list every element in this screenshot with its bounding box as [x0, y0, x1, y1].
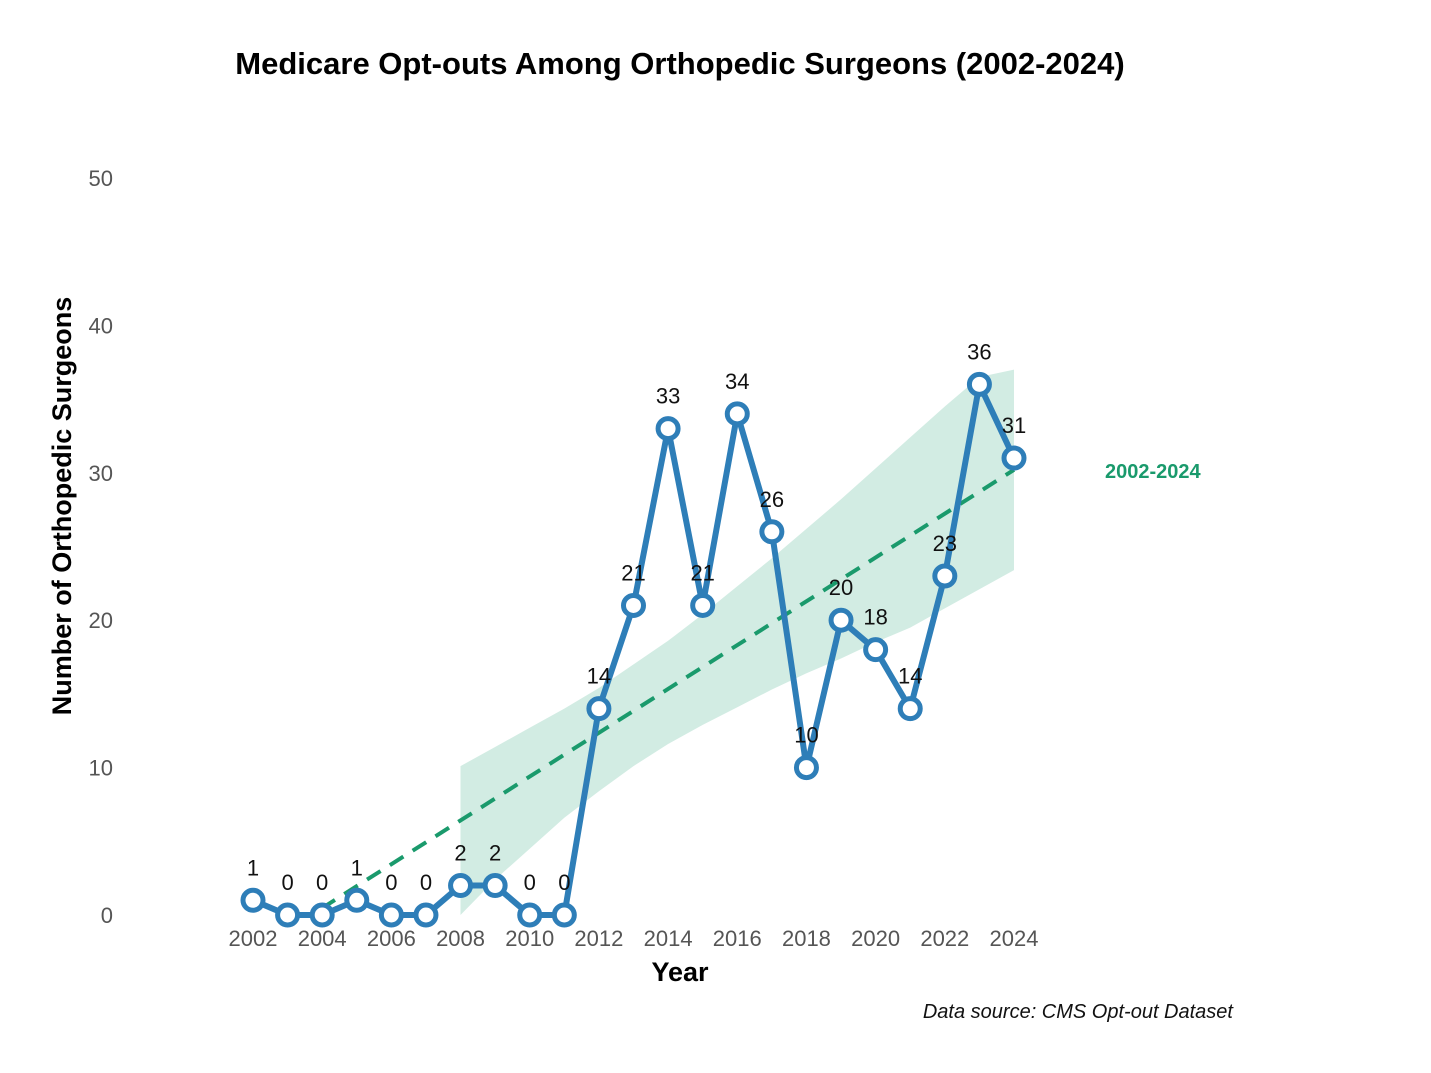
- data-label: 23: [933, 531, 957, 556]
- data-point: [240, 887, 266, 913]
- x-tick-label: 2012: [574, 926, 623, 951]
- x-axis-title: Year: [651, 957, 709, 987]
- x-tick-label: 2020: [851, 926, 900, 951]
- data-point: [966, 371, 992, 397]
- confidence-band-layer: [460, 369, 1014, 915]
- y-tick-label: 0: [101, 903, 113, 928]
- confidence-band: [460, 369, 1014, 915]
- trend-line: [307, 468, 1016, 915]
- data-point: [344, 887, 370, 913]
- data-point: [724, 401, 750, 427]
- data-label: 36: [967, 339, 991, 364]
- data-point: [1001, 445, 1027, 471]
- data-label: 2: [489, 841, 501, 866]
- data-label: 1: [351, 855, 363, 880]
- data-label: 10: [794, 723, 818, 748]
- data-label: 0: [385, 870, 397, 895]
- data-label: 2: [454, 841, 466, 866]
- data-point: [448, 873, 474, 899]
- data-point: [482, 873, 508, 899]
- data-point: [413, 902, 439, 928]
- data-point: [828, 607, 854, 633]
- y-axis-title: Number of Orthopedic Surgeons: [47, 297, 77, 716]
- data-label: 20: [829, 575, 853, 600]
- data-source-caption: Data source: CMS Opt-out Dataset: [923, 1001, 1235, 1023]
- data-point: [932, 563, 958, 589]
- data-point: [690, 592, 716, 618]
- data-label: 0: [420, 870, 432, 895]
- data-label: 26: [760, 487, 784, 512]
- data-point: [586, 696, 612, 722]
- y-tick-label: 20: [89, 608, 113, 633]
- y-axis-ticks: 0 10 20 30 40 50: [89, 166, 113, 928]
- data-label: 0: [558, 870, 570, 895]
- data-point: [621, 592, 646, 618]
- y-tick-label: 50: [89, 166, 113, 191]
- data-label: 21: [621, 560, 645, 585]
- x-tick-label: 2014: [644, 926, 693, 951]
- marker-layer: [240, 371, 1027, 928]
- x-axis-ticks: 2002 2004 2006 2008 2010 2012 2014 2016 2018 2020…: [229, 926, 1039, 951]
- data-point: [275, 902, 301, 928]
- data-point: [759, 519, 785, 545]
- data-label: 18: [863, 605, 887, 630]
- x-tick-label: 2004: [298, 926, 347, 951]
- data-point: [793, 755, 819, 781]
- data-label: 33: [656, 384, 680, 409]
- x-tick-label: 2018: [782, 926, 831, 951]
- data-label: 21: [690, 560, 714, 585]
- x-tick-label: 2016: [713, 926, 762, 951]
- data-label: 0: [524, 870, 536, 895]
- data-point: [897, 696, 923, 722]
- y-tick-label: 40: [89, 313, 113, 338]
- data-label: 14: [587, 664, 611, 689]
- data-point: [655, 416, 681, 442]
- chart-title: Medicare Opt-outs Among Orthopedic Surge…: [235, 46, 1124, 81]
- data-label: 31: [1002, 413, 1026, 438]
- data-label: 14: [898, 664, 922, 689]
- data-label: 1: [247, 855, 259, 880]
- x-tick-label: 2010: [505, 926, 554, 951]
- data-label: 0: [316, 870, 328, 895]
- x-tick-label: 2002: [229, 926, 278, 951]
- trend-label: 2002-2024: [1105, 461, 1202, 483]
- data-point: [551, 902, 577, 928]
- data-label: 34: [725, 369, 749, 394]
- y-tick-label: 10: [89, 756, 113, 781]
- data-label: 0: [281, 870, 293, 895]
- data-point: [309, 902, 335, 928]
- data-point: [863, 637, 889, 663]
- x-tick-label: 2022: [920, 926, 969, 951]
- data-point: [517, 902, 543, 928]
- trend-line-layer: [307, 468, 1016, 915]
- x-tick-label: 2008: [436, 926, 485, 951]
- x-tick-label: 2006: [367, 926, 416, 951]
- x-tick-label: 2024: [990, 926, 1039, 951]
- y-tick-label: 30: [89, 461, 113, 486]
- data-point: [378, 902, 404, 928]
